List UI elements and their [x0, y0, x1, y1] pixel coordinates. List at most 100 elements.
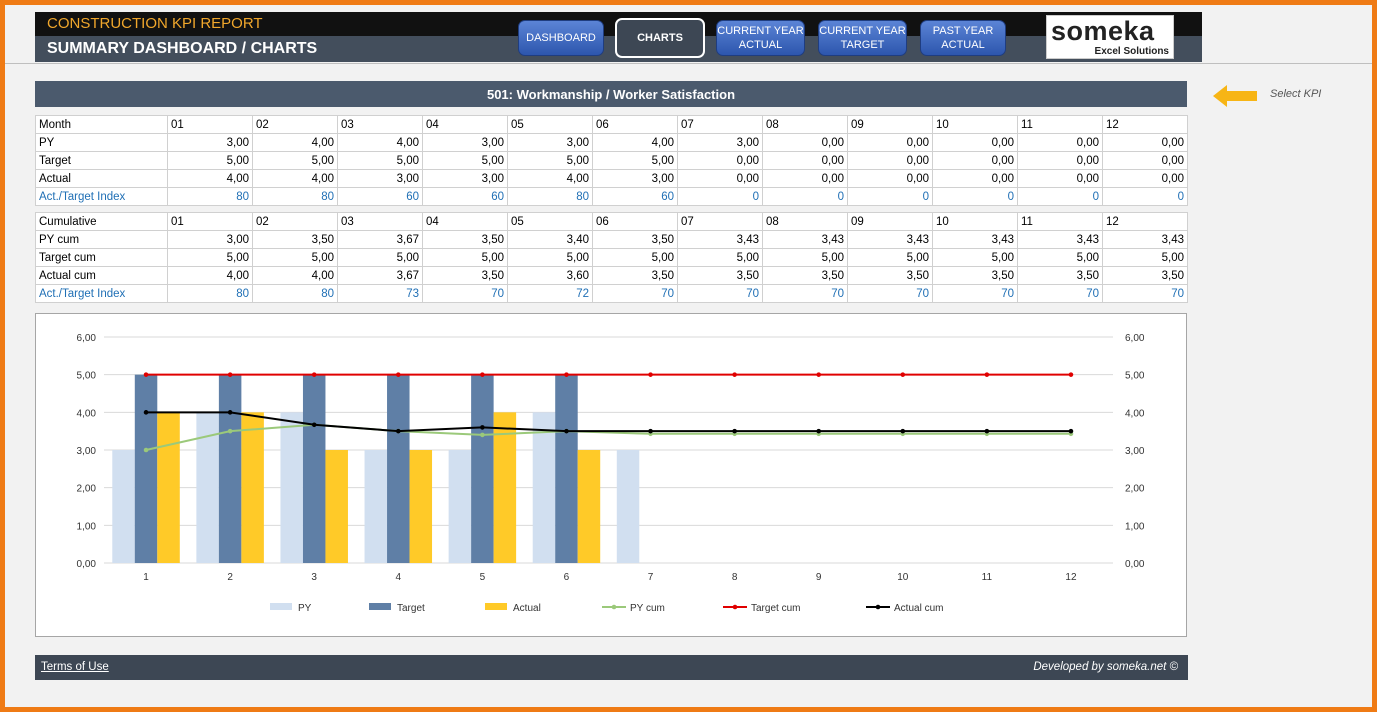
row-label-cell: Actual: [35, 169, 168, 188]
value-cell: 70: [422, 284, 508, 303]
point-actual-cum: [984, 428, 990, 434]
value-cell: 60: [337, 187, 423, 206]
header-cell: 04: [422, 212, 508, 231]
legend-label: Actual cum: [894, 603, 943, 614]
header-cell: 12: [1102, 212, 1188, 231]
y-tick-left: 0,00: [77, 559, 97, 570]
value-cell: 4,00: [252, 169, 338, 188]
value-cell: 0,00: [677, 151, 763, 170]
point-actual-cum: [480, 425, 485, 430]
point-actual-cum: [1068, 428, 1074, 434]
header-cell: 11: [1017, 212, 1103, 231]
value-cell: 3,60: [507, 266, 593, 285]
x-tick-label: 8: [732, 572, 738, 583]
x-tick-label: 1: [143, 572, 149, 583]
value-cell: 3,50: [762, 266, 848, 285]
bar-py: [280, 412, 303, 563]
y-tick-right: 3,00: [1125, 446, 1145, 457]
someka-logo: someka Excel Solutions: [1046, 15, 1174, 59]
y-tick-left: 4,00: [77, 408, 97, 419]
value-cell: 0,00: [1017, 133, 1103, 152]
header-cell: 03: [337, 212, 423, 231]
chart-svg: 0,00 0,00 1,00 1,00 2,00 2,00 3,00 3,00 4,00 4,00…: [77, 333, 1145, 614]
value-cell: 5,00: [762, 248, 848, 267]
point-target-cum: [984, 372, 990, 377]
y-tick-left: 3,00: [77, 446, 97, 457]
value-cell: 3,00: [422, 133, 508, 152]
value-cell: 4,00: [592, 133, 678, 152]
header-cell: 04: [422, 115, 508, 134]
value-cell: 5,00: [337, 248, 423, 267]
value-cell: 3,67: [337, 230, 423, 249]
value-cell: 70: [677, 284, 763, 303]
value-cell: 70: [762, 284, 848, 303]
value-cell: 0: [932, 187, 1018, 206]
value-cell: 3,43: [847, 230, 933, 249]
value-cell: 3,50: [422, 266, 508, 285]
value-cell: 5,00: [1017, 248, 1103, 267]
header-cell: 01: [167, 212, 253, 231]
legend-label: Target cum: [751, 603, 800, 614]
point-target-cum: [816, 372, 822, 377]
point-actual-cum: [395, 428, 401, 434]
value-cell: 5,00: [507, 151, 593, 170]
cumulative-table: Cumulative 01 02 03 04 05 06 07 08 09 10 11 12 PY cum…: [35, 212, 1188, 303]
bar-target: [387, 374, 410, 563]
bar-target: [471, 374, 494, 563]
value-cell: 70: [1102, 284, 1188, 303]
dashboard-button[interactable]: DASHBOARD: [518, 20, 604, 56]
value-cell: 5,00: [847, 248, 933, 267]
point-target-cum: [227, 372, 233, 377]
header-cell: Cumulative: [35, 212, 168, 231]
bar-target: [555, 374, 578, 563]
current-year-target-button[interactable]: CURRENT YEAR TARGET: [818, 20, 907, 56]
legend-marker: [732, 604, 738, 610]
kpi-chart: 0,00 0,00 1,00 1,00 2,00 2,00 3,00 3,00 4,00 4,00…: [35, 313, 1187, 637]
row-label-cell: PY cum: [35, 230, 168, 249]
bar-py: [364, 450, 388, 563]
value-cell: 0,00: [677, 169, 763, 188]
header-divider: [5, 63, 1372, 64]
app-frame: CONSTRUCTION KPI REPORT SUMMARY DASHBOAR…: [5, 5, 1372, 707]
header-cell: 12: [1102, 115, 1188, 134]
kpi-selector[interactable]: 501: Workmanship / Worker Satisfaction: [35, 81, 1187, 107]
y-tick-left: 2,00: [77, 484, 97, 495]
value-cell: 3,00: [422, 169, 508, 188]
row-label-cell: Target: [35, 151, 168, 170]
terms-of-use-link[interactable]: Terms of Use: [41, 661, 109, 673]
page-title: SUMMARY DASHBOARD / CHARTS: [47, 40, 318, 57]
value-cell: 70: [847, 284, 933, 303]
value-cell: 4,00: [337, 133, 423, 152]
point-target-cum: [480, 372, 485, 377]
point-py-cum: [480, 432, 485, 438]
value-cell: 3,00: [167, 230, 253, 249]
y-tick-right: 4,00: [1125, 408, 1145, 419]
value-cell: 0,00: [932, 169, 1018, 188]
value-cell: 3,00: [167, 133, 253, 152]
x-tick-label: 6: [564, 572, 570, 583]
value-cell: 80: [252, 187, 338, 206]
header-cell: 02: [252, 115, 338, 134]
y-tick-left: 5,00: [77, 371, 97, 382]
header-cell: 06: [592, 115, 678, 134]
value-cell: 0,00: [847, 151, 933, 170]
past-year-actual-button[interactable]: PAST YEAR ACTUAL: [920, 20, 1006, 56]
point-py-cum: [227, 428, 233, 434]
legend-swatch: [485, 603, 507, 610]
value-cell: 5,00: [252, 151, 338, 170]
value-cell: 80: [507, 187, 593, 206]
table-row: Act./Target Index 80 80 60 60 80 60 0 0 0 0 0 0: [35, 187, 1188, 206]
value-cell: 4,00: [252, 133, 338, 152]
current-year-actual-button[interactable]: CURRENT YEAR ACTUAL: [716, 20, 805, 56]
value-cell: 60: [422, 187, 508, 206]
legend-swatch: [369, 603, 391, 610]
y-tick-right: 0,00: [1125, 559, 1145, 570]
charts-button[interactable]: CHARTS: [615, 18, 705, 58]
x-tick-label: 12: [1065, 572, 1077, 583]
value-cell: 80: [167, 187, 253, 206]
value-cell: 5,00: [167, 248, 253, 267]
x-tick-label: 7: [648, 572, 654, 583]
logo-subtext: Excel Solutions: [1094, 46, 1169, 57]
value-cell: 3,43: [762, 230, 848, 249]
y-tick-left: 1,00: [77, 521, 97, 532]
